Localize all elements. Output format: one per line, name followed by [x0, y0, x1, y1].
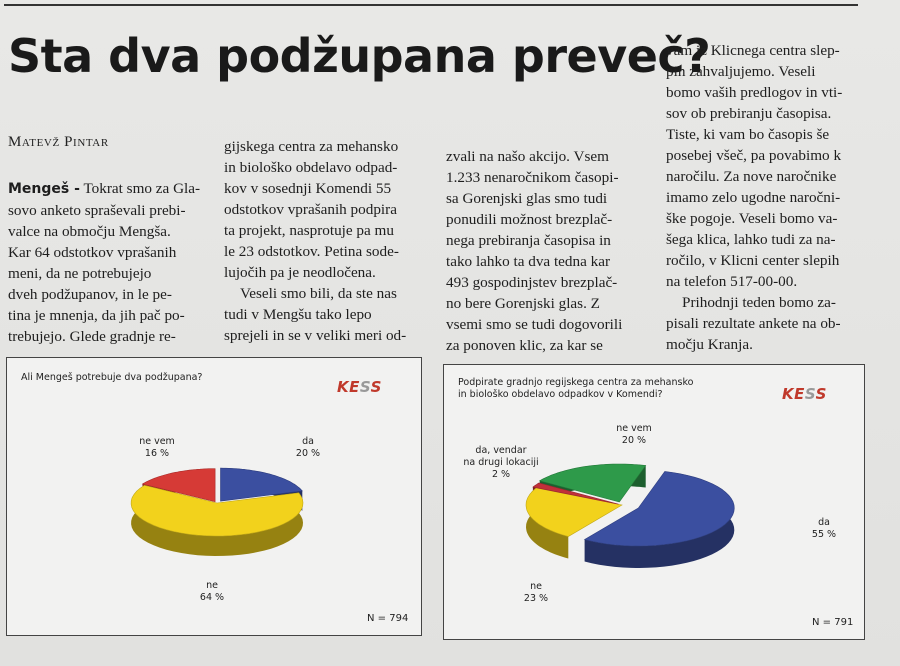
slice-label-da: da 55 %: [811, 517, 837, 540]
text-line: 493 gospodinjstev brezplač-: [446, 274, 618, 291]
text-line: valce na območju Mengša.: [8, 223, 171, 240]
text-line: močju Kranja.: [666, 336, 753, 353]
pie-slice-ne: [130, 484, 304, 537]
slice-label-other-location: da, vendar na drugi lokaciji 2 %: [463, 445, 539, 480]
pie-slice-ne: [525, 487, 623, 537]
text-line: dveh podžupanov, in le pe-: [8, 286, 172, 303]
text-line: gijskega centra za mehansko: [224, 138, 399, 155]
chart-box-waste-centre: Podpirate gradnjo regijskega centra za m…: [443, 364, 865, 640]
text-line: šega klica, lahko tudi za na-: [666, 231, 836, 248]
text-line: tina je mnenja, da jih pač po-: [8, 307, 185, 324]
pie-slice-da: [583, 471, 735, 547]
text-line: ponudili možnost brezplač-: [446, 211, 613, 228]
kess-logo: KESS: [782, 385, 827, 403]
text-line: in biološko obdelavo odpad-: [224, 159, 398, 176]
text-line: nega prebiranja časopisa in: [446, 232, 611, 249]
text-line: ročilo, v Klicni center slepih: [666, 252, 840, 269]
chart-box-deputy-mayors: Ali Mengeš potrebuje dva podžupana? KESS…: [6, 357, 422, 636]
article-column-2: gijskega centra za mehansko in biološko …: [224, 136, 424, 346]
text-line: posebej všeč, pa povabimo k: [666, 147, 842, 164]
slice-label-ne-vem: ne vem 16 %: [139, 436, 175, 459]
pie-chart-1: [130, 467, 304, 556]
text-line: za ponoven klic, za kar se: [446, 337, 603, 354]
text-line: vsemi smo se tudi dogovorili: [446, 316, 623, 333]
pie-slice-da: [220, 467, 303, 502]
text-line: zvali na našo akcijo. Vsem: [446, 148, 609, 165]
text-line: na telefon 517-00-00.: [666, 273, 798, 290]
text-line: tako lahko ta dva tedna kar: [446, 253, 611, 270]
article-column-1: Mengeš - Tokrat smo za Gla- sovo anketo …: [8, 178, 212, 347]
text-line: meni, da ne potrebujejo: [8, 265, 152, 282]
text-line: pih zahvaljujemo. Veseli: [666, 63, 816, 80]
headline: Sta dva podžupana preveč?: [8, 29, 711, 83]
text-line: sa Gorenjski glas smo tudi: [446, 190, 608, 207]
slice-label-ne: ne 64 %: [199, 580, 225, 603]
chart-title: Podpirate gradnjo regijskega centra za m…: [458, 377, 694, 400]
text-line: trebujejo. Glede gradnje re-: [8, 328, 176, 345]
text-line: Tiste, ki vam bo časopis še: [666, 126, 830, 143]
text-line: sprejeli in se v veliki meri od-: [224, 327, 407, 344]
text-line: Prihodnji teden bomo za-: [682, 294, 836, 311]
chart-title: Ali Mengeš potrebuje dva podžupana?: [21, 372, 203, 383]
pie-slice-side-ne: [526, 487, 569, 559]
text-line: sov ob prebiranju časopisa.: [666, 105, 832, 122]
slice-label-da: da 20 %: [295, 436, 321, 459]
text-line: vam iz Klicnega centra slep-: [666, 42, 840, 59]
text-line: 1.233 nenaročnikom časopi-: [446, 169, 619, 186]
text-line: Veseli smo bili, da ste nas: [240, 285, 397, 302]
article-column-3: zvali na našo akcijo. Vsem 1.233 nenaroč…: [446, 146, 646, 356]
author-byline: Matevž Pintar: [8, 134, 109, 150]
sample-size: N = 794: [367, 613, 409, 624]
text-line: naročilu. Za nove naročnike: [666, 168, 837, 185]
pie-slice-side-ne: [131, 485, 303, 556]
text-line: kov v sosednji Komendi 55: [224, 180, 392, 197]
text-line: imamo zelo ugodne naročni-: [666, 189, 841, 206]
text-line: Kar 64 odstotkov vprašanih: [8, 244, 177, 261]
dateline-place: Mengeš -: [8, 181, 80, 197]
pie-slice-ne-vem: [538, 463, 647, 503]
article-column-4: vam iz Klicnega centra slep- pih zahvalj…: [666, 40, 866, 355]
sample-size: N = 791: [812, 617, 854, 628]
pie-slice-da-vendar-na-drugi-lokaciji: [532, 482, 619, 505]
text-line: le 23 odstotkov. Petina sode-: [224, 243, 399, 260]
text-line: pisali rezultate ankete na ob-: [666, 315, 841, 332]
text-line: lujočih pa je neodločena.: [224, 264, 376, 281]
text-line: bomo vaših predlogov in vti-: [666, 84, 843, 101]
text-line: odstotkov vprašanih podpira: [224, 201, 397, 218]
text-line: ške pogoje. Veseli bomo va-: [666, 210, 838, 227]
top-rule: [4, 4, 858, 6]
slice-label-ne-vem: ne vem 20 %: [616, 423, 652, 446]
text-line: Tokrat smo za Gla-: [83, 180, 201, 197]
text-line: no bere Gorenjski glas. Z: [446, 295, 600, 312]
text-line: ta projekt, nasprotuje pa mu: [224, 222, 394, 239]
text-line: sovo anketo spraševali prebi-: [8, 202, 186, 219]
pie-chart-2: [525, 463, 735, 568]
kess-logo: KESS: [337, 378, 382, 396]
text-line: tudi v Mengšu tako lepo: [224, 306, 372, 323]
pie-slice-ne-vem: [141, 468, 216, 503]
slice-label-ne: ne 23 %: [523, 581, 549, 604]
